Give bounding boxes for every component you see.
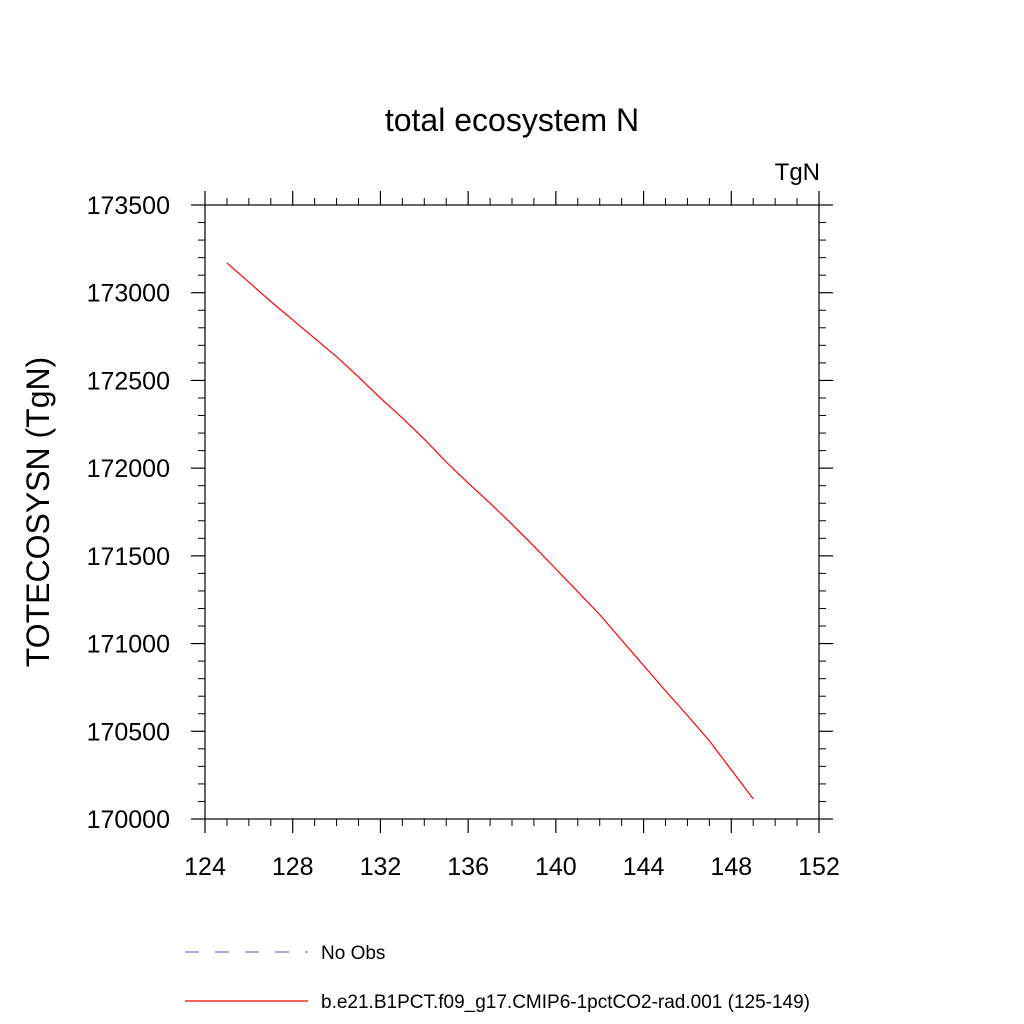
x-tick-label: 152 (798, 853, 840, 881)
y-tick-label: 171500 (87, 543, 170, 571)
x-tick-label: 128 (272, 853, 314, 881)
y-tick-label: 173000 (87, 280, 170, 308)
y-tick-label: 170000 (87, 806, 170, 834)
y-tick-label: 173500 (87, 192, 170, 220)
y-tick-label: 172000 (87, 455, 170, 483)
x-tick-label: 144 (623, 853, 665, 881)
tick-labels: 124 128 132 136 140 144 148 152 170000 170500 1710… (87, 192, 840, 881)
y-tick-label: 170500 (87, 718, 170, 746)
x-tick-label: 124 (184, 853, 226, 881)
series-line (226, 262, 754, 800)
x-tick-label: 140 (535, 853, 577, 881)
plot-frame (204, 204, 820, 820)
data-series (226, 262, 754, 800)
units-label: TgN (775, 159, 820, 186)
y-axis-label: TOTECOSYSN (TgN) (20, 357, 56, 668)
axis-ticks (191, 191, 833, 833)
x-tick-label: 148 (710, 853, 752, 881)
legend-label: b.e21.B1PCT.f09_g17.CMIP6-1pctCO2-rad.00… (321, 992, 810, 1013)
y-tick-label: 172500 (87, 367, 170, 395)
legend: No Obs b.e21.B1PCT.f09_g17.CMIP6-1pctCO2-… (185, 943, 810, 1013)
y-tick-label: 171000 (87, 631, 170, 659)
legend-label: No Obs (321, 943, 385, 964)
chart-title: total ecosystem N (385, 102, 639, 138)
x-tick-label: 136 (447, 853, 489, 881)
x-tick-label: 132 (360, 853, 402, 881)
